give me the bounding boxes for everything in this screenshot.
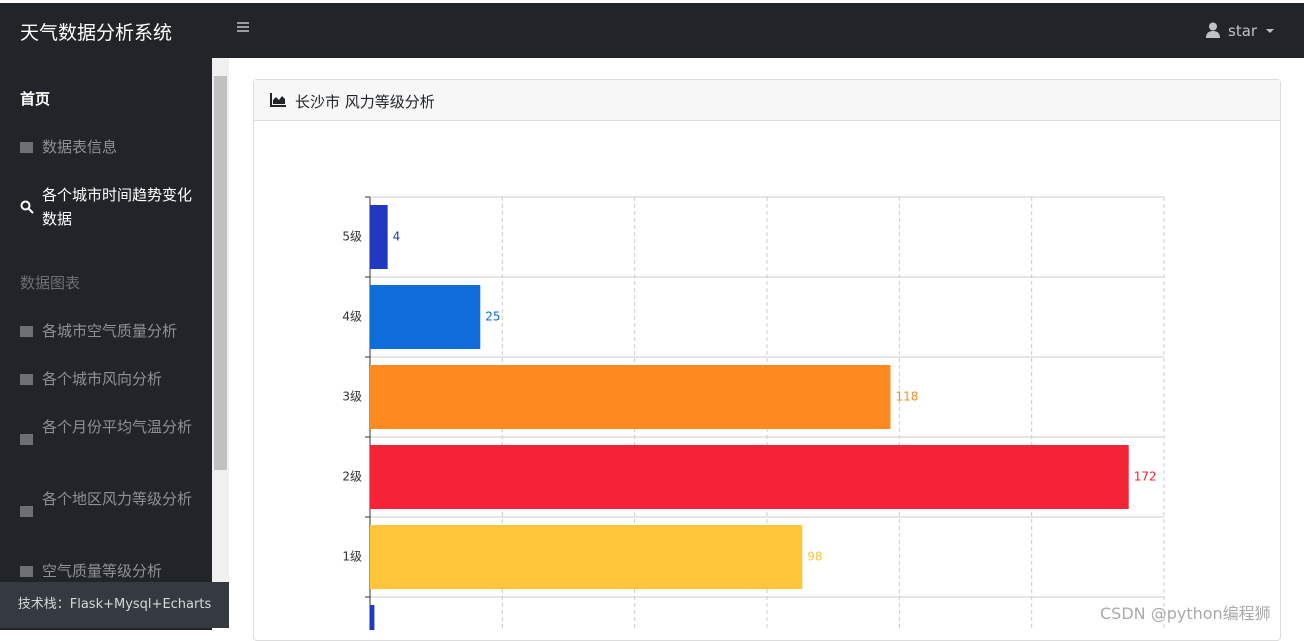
nav-item[interactable]: 各个城市时间趋势变化数据 [42, 186, 193, 228]
nav-item[interactable]: 空气质量等级分析 [42, 562, 163, 580]
value-label: 172 [1134, 470, 1157, 484]
watermark: CSDN @python编程狮 [1100, 604, 1271, 623]
value-label: 4 [393, 230, 401, 244]
card-header [254, 80, 1280, 121]
nav-item[interactable]: 数据表信息 [42, 138, 118, 156]
caret [1266, 29, 1274, 33]
bar [370, 365, 891, 429]
sidebar: 首页 数据表信息 各个城市时间趋势变化数据 数据图表 各城市空气质量分析 各个城… [0, 58, 212, 630]
chart-icon [20, 566, 33, 577]
chart-icon [20, 374, 33, 385]
nav-item[interactable]: 各个城市风向分析 [42, 370, 163, 388]
bar [370, 205, 388, 269]
brand[interactable]: 天气数据分析系统 [20, 22, 173, 44]
value-label: 25 [485, 310, 500, 324]
bar [370, 525, 803, 589]
navbar [0, 3, 1304, 58]
y-tick-label: 1级 [342, 550, 362, 564]
chart-icon [20, 434, 33, 445]
user-menu[interactable]: star [1228, 22, 1258, 40]
y-tick-label: 4级 [342, 310, 362, 324]
nav-item[interactable]: 首页 [20, 90, 51, 108]
nav-item[interactable]: 各城市空气质量分析 [42, 322, 178, 340]
y-tick-label: 5级 [342, 230, 362, 244]
table-icon [20, 142, 33, 153]
chart: 5级 4 4级 25 3级 118 2级 172 1级 98 [342, 196, 1165, 630]
card-title: 长沙市 风力等级分析 [295, 93, 435, 111]
value-label: 118 [896, 390, 919, 404]
section-heading: 数据图表 [20, 274, 81, 292]
y-tick-label: 2级 [342, 470, 362, 484]
search-icon [20, 200, 34, 214]
value-label: 98 [807, 550, 822, 564]
nav-item[interactable]: 各个地区风力等级分析 [42, 490, 193, 508]
area-icon [270, 93, 286, 107]
nav-item[interactable]: 各个月份平均气温分析 [42, 418, 193, 436]
sidebar-footer: 技术栈：Flask+Mysql+Echarts [0, 582, 229, 628]
user-icon [1206, 22, 1220, 38]
bar [370, 285, 481, 349]
bar [370, 445, 1129, 509]
menu-toggle[interactable] [237, 22, 249, 32]
y-tick-label: 3级 [342, 390, 362, 404]
bar [370, 605, 375, 630]
chart-icon [20, 326, 33, 337]
scroll-thumb[interactable] [214, 76, 227, 470]
chart-icon [20, 506, 33, 517]
